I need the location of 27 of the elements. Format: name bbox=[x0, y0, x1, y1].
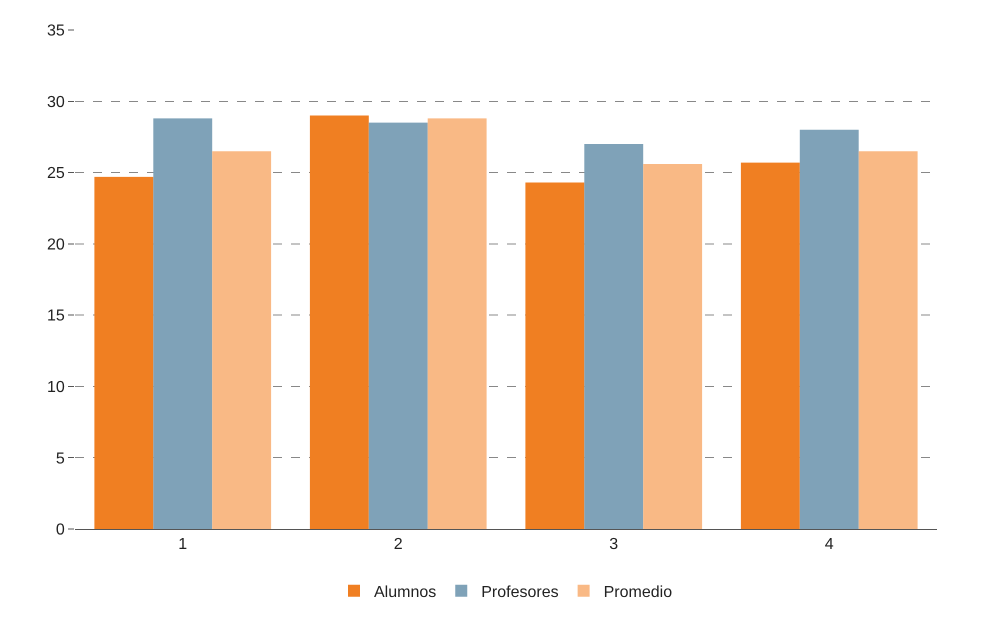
y-tick-label: 30 bbox=[47, 94, 65, 111]
bar bbox=[800, 130, 859, 529]
bar bbox=[212, 151, 272, 529]
y-tick-label: 20 bbox=[47, 236, 65, 254]
bar bbox=[310, 116, 369, 529]
y-tick-label: 10 bbox=[47, 379, 65, 396]
x-tick-label: 2 bbox=[394, 536, 403, 554]
legend-label: Promedio bbox=[604, 584, 672, 602]
bar bbox=[740, 162, 800, 529]
y-tick-label: 35 bbox=[47, 22, 65, 40]
bar bbox=[153, 118, 212, 529]
bar bbox=[858, 151, 918, 529]
bar bbox=[94, 176, 154, 529]
y-tick-label: 25 bbox=[47, 165, 65, 182]
legend-label: Profesores bbox=[481, 584, 559, 602]
bar bbox=[428, 118, 487, 529]
y-tick-label: 15 bbox=[47, 308, 65, 325]
y-tick-label: 5 bbox=[56, 450, 65, 468]
y-tick-label: 0 bbox=[56, 522, 65, 539]
bar bbox=[584, 144, 644, 529]
bar bbox=[525, 182, 584, 529]
x-tick-label: 3 bbox=[609, 536, 618, 554]
x-tick-label: 4 bbox=[824, 536, 834, 554]
bar bbox=[368, 122, 428, 529]
bar bbox=[643, 164, 702, 529]
legend-label: Alumnos bbox=[374, 584, 436, 602]
x-tick-label: 1 bbox=[178, 536, 188, 554]
